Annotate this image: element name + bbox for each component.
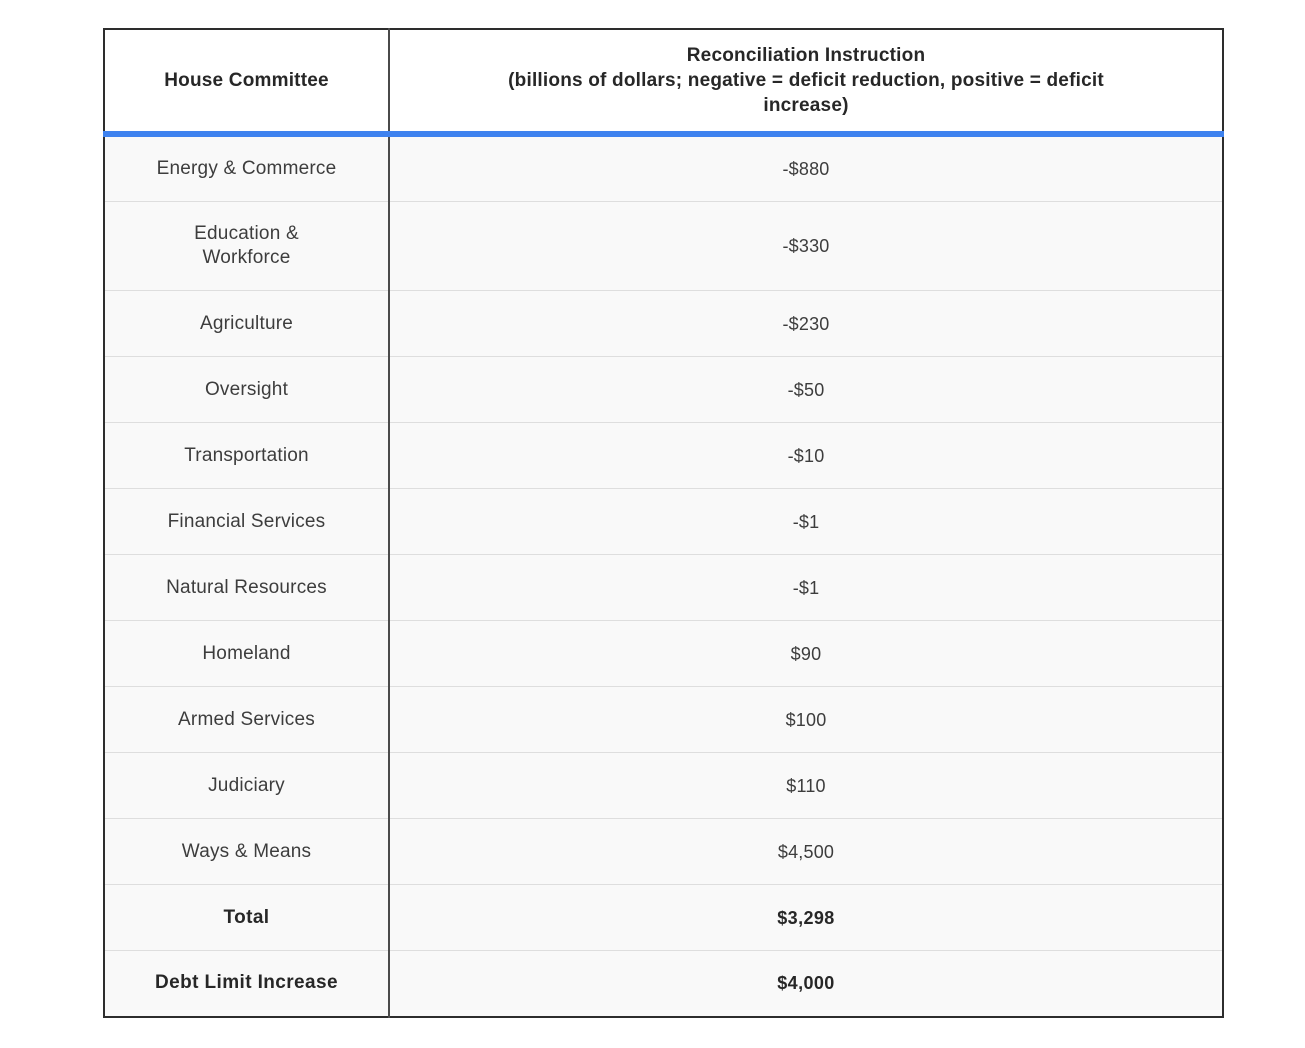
table-row: Energy & Commerce -$880 bbox=[104, 134, 1223, 202]
committee-cell: Debt Limit Increase bbox=[104, 950, 390, 1017]
value-cell: -$10 bbox=[389, 422, 1223, 489]
table-row: Education & Workforce -$330 bbox=[104, 201, 1223, 291]
table-row: Total $3,298 bbox=[104, 884, 1223, 951]
committee-cell: Energy & Commerce bbox=[104, 134, 390, 202]
table-row: Debt Limit Increase $4,000 bbox=[104, 950, 1223, 1017]
table-row: Homeland $90 bbox=[104, 620, 1223, 687]
table-row: Armed Services $100 bbox=[104, 686, 1223, 753]
reconciliation-table: House Committee Reconciliation Instructi… bbox=[103, 28, 1224, 1018]
value-cell: $110 bbox=[389, 752, 1223, 819]
committee-cell: Transportation bbox=[104, 422, 390, 489]
committee-cell: Agriculture bbox=[104, 290, 390, 357]
table-row: Oversight -$50 bbox=[104, 356, 1223, 423]
value-cell: -$1 bbox=[389, 554, 1223, 621]
committee-cell: Natural Resources bbox=[104, 554, 390, 621]
committee-cell: Judiciary bbox=[104, 752, 390, 819]
table-row: Natural Resources -$1 bbox=[104, 554, 1223, 621]
value-cell: $3,298 bbox=[389, 884, 1223, 951]
table-row: Transportation -$10 bbox=[104, 422, 1223, 489]
reconciliation-table-container: House Committee Reconciliation Instructi… bbox=[103, 28, 1224, 1018]
value-cell: -$230 bbox=[389, 290, 1223, 357]
committee-cell: Homeland bbox=[104, 620, 390, 687]
table-row: Agriculture -$230 bbox=[104, 290, 1223, 357]
instruction-column-header: Reconciliation Instruction (billions of … bbox=[389, 29, 1223, 137]
header-row: House Committee Reconciliation Instructi… bbox=[104, 29, 1223, 137]
committee-cell: Total bbox=[104, 884, 390, 951]
table-header: House Committee Reconciliation Instructi… bbox=[104, 29, 1223, 137]
table-row: Judiciary $110 bbox=[104, 752, 1223, 819]
value-cell: $90 bbox=[389, 620, 1223, 687]
value-cell: $4,500 bbox=[389, 818, 1223, 885]
committee-cell: Oversight bbox=[104, 356, 390, 423]
value-cell: -$50 bbox=[389, 356, 1223, 423]
committee-cell: Financial Services bbox=[104, 488, 390, 555]
table-body: Energy & Commerce -$880 Education & Work… bbox=[104, 134, 1223, 1017]
value-cell: -$330 bbox=[389, 201, 1223, 291]
committee-cell: Education & Workforce bbox=[104, 201, 390, 291]
value-cell: $100 bbox=[389, 686, 1223, 753]
committee-column-header: House Committee bbox=[104, 29, 390, 137]
value-cell: -$1 bbox=[389, 488, 1223, 555]
committee-cell: Ways & Means bbox=[104, 818, 390, 885]
value-cell: -$880 bbox=[389, 134, 1223, 202]
table-row: Financial Services -$1 bbox=[104, 488, 1223, 555]
value-cell: $4,000 bbox=[389, 950, 1223, 1017]
committee-cell: Armed Services bbox=[104, 686, 390, 753]
table-row: Ways & Means $4,500 bbox=[104, 818, 1223, 885]
